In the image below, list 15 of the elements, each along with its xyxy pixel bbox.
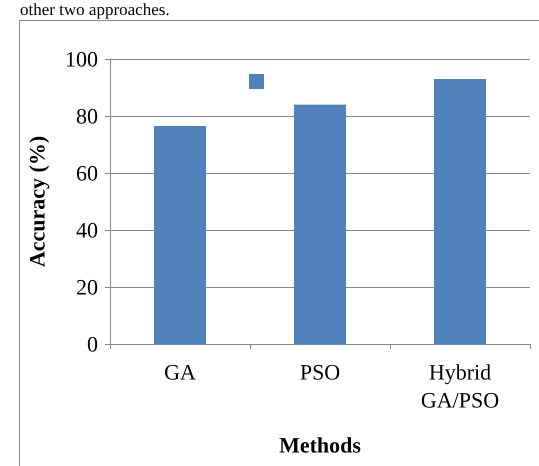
- y-axis-title: Accuracy (%): [24, 136, 50, 268]
- y-tick-label: 40: [76, 218, 98, 242]
- bar: [294, 104, 346, 344]
- y-tick-label: 0: [87, 332, 98, 356]
- bar: [154, 126, 206, 344]
- x-tick-label: PSO: [300, 360, 340, 384]
- y-tick-label: 20: [76, 274, 98, 300]
- bar: [434, 78, 486, 344]
- y-tick-label: 80: [76, 104, 98, 128]
- text: other two approaches.: [20, 0, 170, 19]
- y-tick-label: 60: [76, 160, 98, 186]
- y-tick-label: 100: [65, 46, 98, 72]
- x-axis-title: Methods: [279, 432, 362, 458]
- x-tick-label: Hybrid GA/PSO: [420, 360, 500, 412]
- x-tick-label: GA: [164, 360, 196, 384]
